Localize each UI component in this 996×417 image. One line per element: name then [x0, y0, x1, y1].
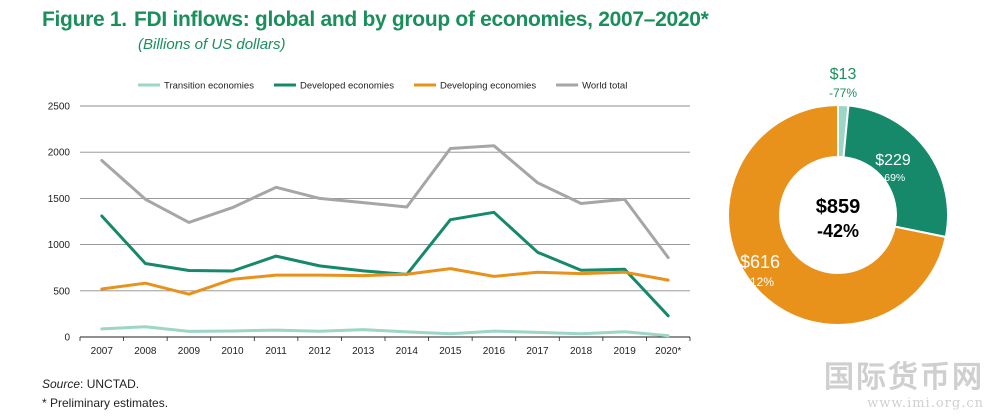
donut-value-label: $229	[875, 152, 911, 169]
source-label: Source	[42, 377, 81, 391]
x-tick-label: 2010	[221, 346, 244, 357]
footnote: * Preliminary estimates.	[42, 396, 169, 410]
donut-center-value: $859	[816, 196, 861, 218]
donut-value-label: $616	[740, 252, 780, 272]
line-chart: 0 500 1000 1500 2000 2500 2007 2008 2009 2010 2011…	[48, 81, 691, 357]
series-line-developing-economies	[100, 267, 670, 296]
x-tick-label: 2019	[614, 346, 637, 357]
y-tick-label: 0	[64, 333, 70, 344]
donut-change-label: -69%	[881, 172, 906, 184]
y-tick-label: 1500	[48, 194, 71, 205]
series-line-world-total	[100, 144, 670, 260]
x-tick-label: 2013	[352, 346, 375, 357]
series-line-transition-economies	[100, 325, 670, 338]
x-tick-label: 2012	[309, 346, 332, 357]
legend-label-world-total: World total	[582, 81, 627, 92]
source-text: : UNCTAD.	[80, 377, 140, 391]
y-tick-label: 2000	[48, 148, 71, 159]
watermark: 国际货币网 www.imi.org.cn	[824, 352, 984, 411]
donut-chart: $13 -77% $229 -69% $616 -12% $859 -42%	[727, 66, 949, 326]
donut-slice-developing-economies	[727, 103, 947, 326]
x-tick-label: 2020*	[655, 346, 681, 357]
figure-title: Figure 1. FDI inflows: global and by grou…	[42, 8, 709, 32]
y-tick-label: 1000	[48, 240, 71, 251]
x-tick-label: 2016	[483, 346, 506, 357]
x-tick-label: 2018	[570, 346, 593, 357]
donut-slice-developed-economies	[842, 104, 949, 239]
x-tick-label: 2009	[178, 346, 201, 357]
x-tick-label: 2017	[526, 346, 549, 357]
legend-label-transition-economies: Transition economies	[164, 81, 254, 92]
x-tick-label: 2015	[439, 346, 462, 357]
figure-subtitle: (Billions of US dollars)	[138, 36, 286, 53]
y-tick-label: 2500	[48, 102, 71, 113]
watermark-url: www.imi.org.cn	[867, 396, 984, 411]
donut-change-label: -77%	[829, 86, 857, 100]
series-line-developed-economies	[100, 210, 670, 318]
y-tick-label: 500	[53, 286, 70, 297]
figure-title-text: FDI inflows: global and by group of econ…	[134, 8, 709, 31]
source-line: Source: UNCTAD.	[42, 377, 139, 391]
legend-label-developed-economies: Developed economies	[300, 81, 394, 92]
legend-label-developing-economies: Developing economies	[440, 81, 536, 92]
donut-value-label: $13	[830, 66, 857, 83]
watermark-text: 国际货币网	[824, 360, 984, 395]
x-tick-label: 2007	[91, 346, 114, 357]
x-tick-label: 2014	[396, 346, 419, 357]
x-tick-label: 2008	[134, 346, 157, 357]
donut-change-label: -12%	[746, 275, 774, 289]
donut-center-change: -42%	[817, 221, 859, 241]
x-tick-label: 2011	[265, 346, 287, 357]
figure-number: Figure 1.	[42, 8, 127, 31]
